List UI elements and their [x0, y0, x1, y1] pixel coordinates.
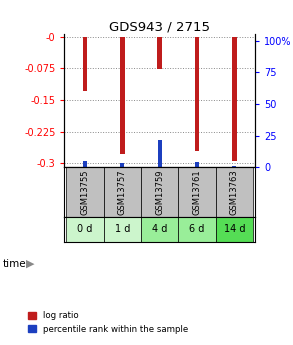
Text: 0 d: 0 d — [77, 224, 93, 234]
Text: GSM13761: GSM13761 — [193, 169, 202, 215]
Bar — [66, 217, 104, 241]
Text: time: time — [3, 259, 27, 269]
Bar — [120, 163, 124, 167]
Legend: log ratio, percentile rank within the sample: log ratio, percentile rank within the sa… — [28, 312, 188, 334]
Bar — [157, 37, 162, 69]
Text: GSM13755: GSM13755 — [81, 169, 89, 215]
Bar — [195, 162, 199, 167]
Bar — [104, 167, 141, 217]
Text: 6 d: 6 d — [189, 224, 205, 234]
Bar — [178, 167, 216, 217]
Text: GSM13759: GSM13759 — [155, 169, 164, 215]
Text: ▶: ▶ — [26, 259, 35, 269]
Bar — [141, 217, 178, 241]
Bar — [104, 217, 141, 241]
Text: 4 d: 4 d — [152, 224, 167, 234]
Bar — [83, 37, 87, 91]
Bar — [120, 37, 125, 154]
Text: 1 d: 1 d — [115, 224, 130, 234]
Bar — [158, 140, 162, 167]
Text: GSM13757: GSM13757 — [118, 169, 127, 215]
Text: 14 d: 14 d — [224, 224, 245, 234]
Bar — [232, 166, 236, 167]
Bar — [66, 167, 104, 217]
Bar — [141, 167, 178, 217]
Bar — [195, 37, 199, 150]
Bar — [83, 161, 87, 167]
Bar — [216, 217, 253, 241]
Bar — [216, 167, 253, 217]
Bar — [178, 217, 216, 241]
Title: GDS943 / 2715: GDS943 / 2715 — [109, 20, 210, 33]
Text: GSM13763: GSM13763 — [230, 169, 239, 215]
Bar — [232, 37, 237, 161]
